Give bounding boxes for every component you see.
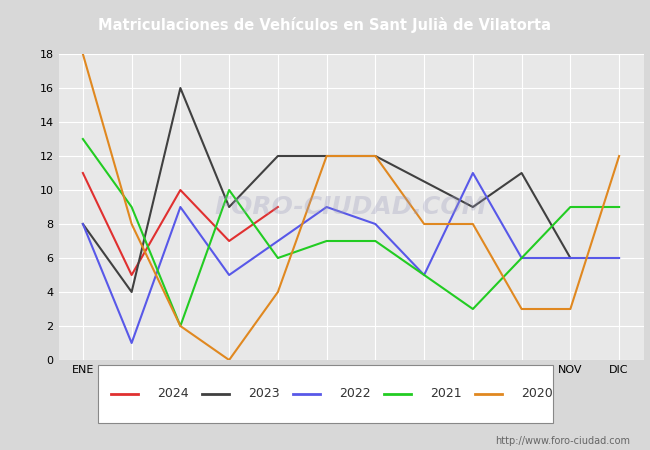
Text: 2021: 2021 <box>430 387 462 400</box>
Text: http://www.foro-ciudad.com: http://www.foro-ciudad.com <box>495 436 630 446</box>
Text: Matriculaciones de Vehículos en Sant Julià de Vilatorta: Matriculaciones de Vehículos en Sant Jul… <box>99 17 551 33</box>
Text: FORO-CIUDAD.COM: FORO-CIUDAD.COM <box>214 195 488 219</box>
FancyBboxPatch shape <box>98 364 552 423</box>
Text: 2020: 2020 <box>521 387 552 400</box>
Text: 2022: 2022 <box>339 387 370 400</box>
Text: 2024: 2024 <box>157 387 188 400</box>
Text: 2023: 2023 <box>248 387 280 400</box>
